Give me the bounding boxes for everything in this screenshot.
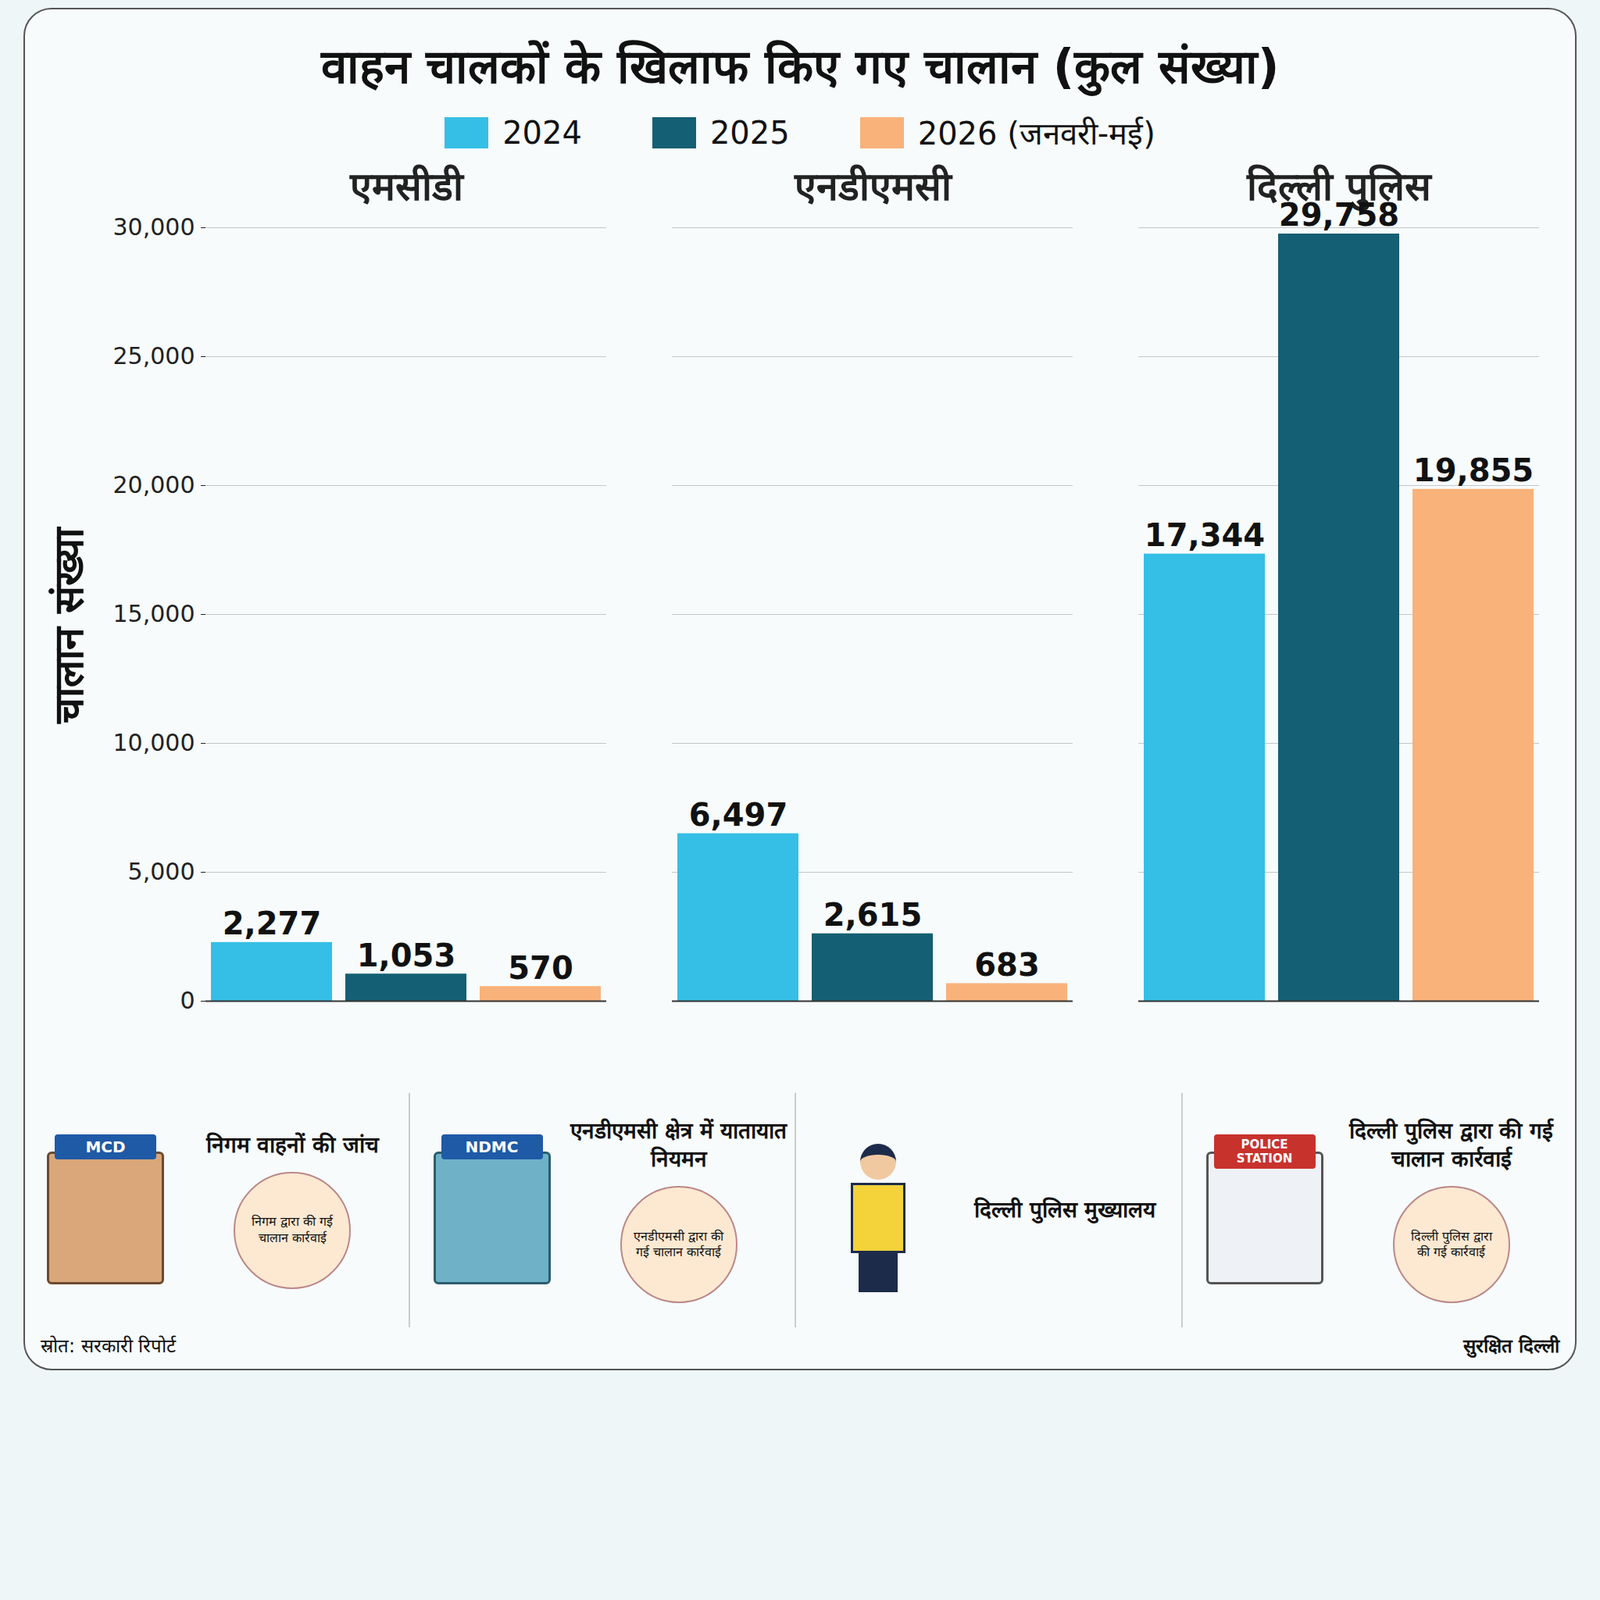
svg-text:6,497: 6,497 [689, 796, 789, 833]
html-text:चालान संख्या: चालान संख्या [44, 528, 92, 724]
svg-text:5,000: 5,000 [128, 857, 196, 886]
svg-text:25,000: 25,000 [113, 342, 196, 370]
svg-text:15,000: 15,000 [113, 600, 196, 628]
html-text:सुरक्षित दिल्ली: सुरक्षित दिल्ली [1462, 1335, 1560, 1358]
svg-text:17,344: 17,344 [1144, 517, 1265, 554]
svg-text:दिल्ली पुलिस: दिल्ली पुलिस [1246, 163, 1432, 209]
svg-text:570: 570 [507, 950, 574, 986]
html-text:निगम वाहनों की जांच: निगम वाहनों की जांच [205, 1131, 379, 1158]
html-text:वाहन चालकों के खिलाफ किए गए चा: वाहन चालकों के खिलाफ किए गए चालान (कुल स… [320, 39, 1280, 94]
svg-text:एमसीडी: एमसीडी [349, 164, 465, 210]
html-text:NDMC: NDMC [465, 1137, 519, 1157]
html-text:POLICE STATION: POLICE STATION [1236, 1137, 1293, 1166]
svg-text:2,277: 2,277 [222, 905, 322, 942]
svg-text:30,000: 30,000 [113, 213, 196, 241]
html-text:दिल्ली पुलिस द्वारा की गई कार्: दिल्ली पुलिस द्वारा की गई कार्रवाई [1410, 1228, 1493, 1260]
svg-text:एनडीएमसी: एनडीएमसी [793, 164, 954, 210]
html-text:एनडीएमसी द्वारा की गई चालान का: एनडीएमसी द्वारा की गई चालान कार्रवाई [633, 1228, 724, 1260]
html-text:दिल्ली पुलिस मुख्यालय: दिल्ली पुलिस मुख्यालय [974, 1196, 1156, 1223]
html-text:दिल्ली पुलिस द्वारा की गई चाला: दिल्ली पुलिस द्वारा की गई चालान कार्रवाई [1349, 1117, 1554, 1172]
svg-text:10,000: 10,000 [113, 728, 196, 757]
svg-text:683: 683 [974, 946, 1040, 983]
html-text:2026 (जनवरी-मई): 2026 (जनवरी-मई) [917, 115, 1156, 152]
svg-text:29,758: 29,758 [1278, 196, 1400, 233]
svg-text:1,053: 1,053 [357, 937, 457, 974]
html-text:2024: 2024 [502, 114, 582, 151]
html-text:निगम द्वारा की गई चालान कार्रव: निगम द्वारा की गई चालान कार्रवाई [251, 1214, 334, 1246]
svg-text:20,000: 20,000 [113, 471, 196, 499]
svg-text:2,615: 2,615 [823, 896, 923, 933]
html-text:एनडीएमसी क्षेत्र में यातायात न: एनडीएमसी क्षेत्र में यातायात नियमन [570, 1117, 788, 1172]
html-text:MCD: MCD [85, 1137, 126, 1157]
svg-text:19,855: 19,855 [1413, 452, 1534, 489]
html-text:स्रोत: सरकारी रिपोर्ट: स्रोत: सरकारी रिपोर्ट [40, 1335, 177, 1358]
html-text:2025: 2025 [710, 114, 790, 151]
svg-text:0: 0 [179, 986, 195, 1015]
